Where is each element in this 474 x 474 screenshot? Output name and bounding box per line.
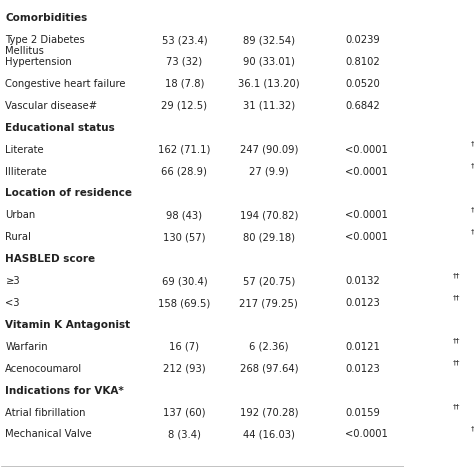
Text: Mellitus: Mellitus (5, 46, 44, 56)
Text: Atrial fibrillation: Atrial fibrillation (5, 408, 86, 418)
Text: 6 (2.36): 6 (2.36) (249, 342, 289, 352)
Text: Vascular disease#: Vascular disease# (5, 101, 98, 111)
Text: 268 (97.64): 268 (97.64) (239, 364, 298, 374)
Text: 53 (23.4): 53 (23.4) (162, 35, 207, 45)
Text: 0.6842: 0.6842 (345, 101, 380, 111)
Text: ††: †† (453, 360, 461, 366)
Text: 90 (33.01): 90 (33.01) (243, 57, 295, 67)
Text: Location of residence: Location of residence (5, 189, 132, 199)
Text: Rural: Rural (5, 232, 31, 242)
Text: Acenocoumarol: Acenocoumarol (5, 364, 82, 374)
Text: 0.0239: 0.0239 (345, 35, 380, 45)
Text: <0.0001: <0.0001 (345, 166, 388, 176)
Text: Literate: Literate (5, 145, 44, 155)
Text: 158 (69.5): 158 (69.5) (158, 298, 210, 308)
Text: Urban: Urban (5, 210, 36, 220)
Text: 44 (16.03): 44 (16.03) (243, 429, 295, 439)
Text: 212 (93): 212 (93) (163, 364, 206, 374)
Text: 80 (29.18): 80 (29.18) (243, 232, 295, 242)
Text: ††: †† (471, 163, 474, 169)
Text: 27 (9.9): 27 (9.9) (249, 166, 289, 176)
Text: 192 (70.28): 192 (70.28) (239, 408, 298, 418)
Text: 29 (12.5): 29 (12.5) (161, 101, 208, 111)
Text: Hypertension: Hypertension (5, 57, 72, 67)
Text: 57 (20.75): 57 (20.75) (243, 276, 295, 286)
Text: 36.1 (13.20): 36.1 (13.20) (238, 79, 300, 89)
Text: 0.0121: 0.0121 (345, 342, 380, 352)
Text: 247 (90.09): 247 (90.09) (240, 145, 298, 155)
Text: HASBLED score: HASBLED score (5, 254, 96, 264)
Text: 8 (3.4): 8 (3.4) (168, 429, 201, 439)
Text: 0.0123: 0.0123 (345, 364, 380, 374)
Text: Vitamin K Antagonist: Vitamin K Antagonist (5, 320, 130, 330)
Text: 98 (43): 98 (43) (166, 210, 202, 220)
Text: 0.0123: 0.0123 (345, 298, 380, 308)
Text: 66 (28.9): 66 (28.9) (162, 166, 207, 176)
Text: ††: †† (453, 404, 461, 410)
Text: ††: †† (471, 207, 474, 212)
Text: Congestive heart failure: Congestive heart failure (5, 79, 126, 89)
Text: 31 (11.32): 31 (11.32) (243, 101, 295, 111)
Text: 0.0159: 0.0159 (345, 408, 380, 418)
Text: ††: †† (471, 228, 474, 234)
Text: 137 (60): 137 (60) (163, 408, 206, 418)
Text: 89 (32.54): 89 (32.54) (243, 35, 295, 45)
Text: 217 (79.25): 217 (79.25) (239, 298, 298, 308)
Text: Warfarin: Warfarin (5, 342, 48, 352)
Text: Illiterate: Illiterate (5, 166, 47, 176)
Text: 0.0520: 0.0520 (345, 79, 380, 89)
Text: 69 (30.4): 69 (30.4) (162, 276, 207, 286)
Text: 0.0132: 0.0132 (345, 276, 380, 286)
Text: ††: †† (471, 426, 474, 431)
Text: ††: †† (453, 338, 461, 344)
Text: ≥3: ≥3 (5, 276, 20, 286)
Text: Mechanical Valve: Mechanical Valve (5, 429, 92, 439)
Text: ††: †† (453, 294, 461, 300)
Text: ††: †† (453, 272, 461, 278)
Text: Indications for VKA*: Indications for VKA* (5, 386, 124, 396)
Text: <0.0001: <0.0001 (345, 232, 388, 242)
Text: 73 (32): 73 (32) (166, 57, 202, 67)
Text: ††: †† (471, 141, 474, 146)
Text: 162 (71.1): 162 (71.1) (158, 145, 210, 155)
Text: Type 2 Diabetes: Type 2 Diabetes (5, 35, 85, 45)
Text: 130 (57): 130 (57) (163, 232, 206, 242)
Text: 18 (7.8): 18 (7.8) (164, 79, 204, 89)
Text: <0.0001: <0.0001 (345, 429, 388, 439)
Text: <3: <3 (5, 298, 20, 308)
Text: <0.0001: <0.0001 (345, 210, 388, 220)
Text: 16 (7): 16 (7) (169, 342, 200, 352)
Text: 0.8102: 0.8102 (345, 57, 380, 67)
Text: 194 (70.82): 194 (70.82) (240, 210, 298, 220)
Text: Comorbidities: Comorbidities (5, 13, 88, 23)
Text: <0.0001: <0.0001 (345, 145, 388, 155)
Text: Educational status: Educational status (5, 123, 115, 133)
